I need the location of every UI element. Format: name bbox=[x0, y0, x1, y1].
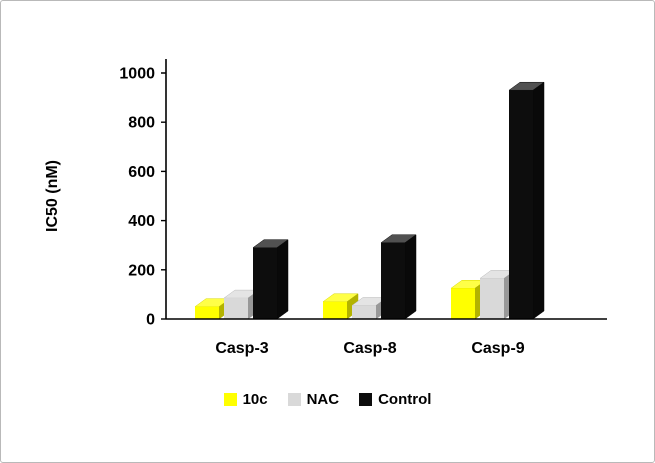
legend-swatch-NAC bbox=[287, 393, 301, 406]
bar-10c-Casp-8 bbox=[323, 301, 347, 319]
bar-side-Control-Casp-9 bbox=[532, 81, 545, 320]
legend-item-Control: Control bbox=[359, 391, 431, 408]
x-category-label-Casp-3: Casp-3 bbox=[215, 340, 268, 357]
y-tick-label: 200 bbox=[128, 262, 155, 279]
legend-swatch-Control bbox=[359, 393, 373, 406]
y-tick-label: 600 bbox=[128, 164, 155, 181]
bar-Control-Casp-8 bbox=[381, 242, 405, 319]
bar-NAC-Casp-3 bbox=[224, 298, 248, 319]
y-tick-label: 400 bbox=[128, 213, 155, 230]
x-category-label-Casp-8: Casp-8 bbox=[343, 340, 396, 357]
bar-side-Control-Casp-8 bbox=[404, 234, 417, 320]
chart-legend: 10c NAC Control bbox=[1, 391, 654, 408]
legend-swatch-10c bbox=[223, 393, 237, 406]
bar-10c-Casp-3 bbox=[195, 306, 219, 319]
bar-NAC-Casp-9 bbox=[480, 278, 504, 319]
bar-Control-Casp-9 bbox=[509, 90, 533, 319]
x-category-label-Casp-9: Casp-9 bbox=[471, 340, 524, 357]
bar-side-Control-Casp-3 bbox=[276, 239, 289, 320]
legend-label-10c: 10c bbox=[242, 391, 268, 408]
legend-item-NAC: NAC bbox=[287, 391, 340, 408]
legend-item-10c: 10c bbox=[223, 391, 268, 408]
y-tick-label: 0 bbox=[146, 312, 155, 329]
legend-label-Control: Control bbox=[378, 391, 432, 408]
y-tick-label: 800 bbox=[128, 115, 155, 132]
bar-NAC-Casp-8 bbox=[352, 305, 376, 319]
y-tick-label: 1000 bbox=[119, 66, 155, 83]
bar-10c-Casp-9 bbox=[451, 288, 475, 319]
bar-Control-Casp-3 bbox=[253, 247, 277, 319]
legend-label-NAC: NAC bbox=[306, 391, 340, 408]
y-axis-title: IC50 (nM) bbox=[44, 160, 61, 232]
